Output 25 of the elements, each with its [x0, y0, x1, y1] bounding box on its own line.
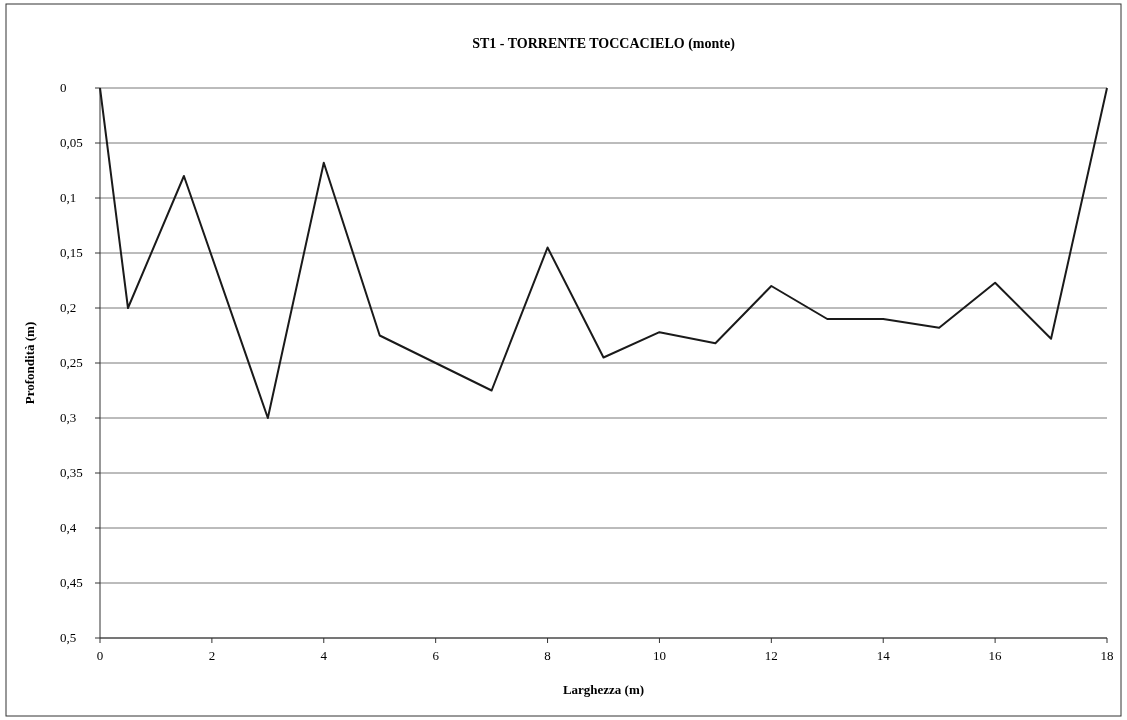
y-tick-label: 0,1	[60, 190, 77, 205]
x-tick-label: 0	[96, 648, 104, 663]
line-series	[99, 87, 1108, 419]
x-tick-label: 2	[208, 648, 216, 663]
x-tick-label: 10	[652, 648, 666, 663]
x-tick-label: 6	[432, 648, 440, 663]
y-tick-label: 0,5	[60, 630, 77, 645]
y-tick-label: 0,25	[60, 355, 83, 370]
x-tick-label: 14	[876, 648, 891, 663]
y-tick-label: 0,15	[60, 245, 83, 260]
y-axis-title: Profondità (m)	[22, 321, 37, 405]
x-tick-label: 16	[988, 648, 1003, 663]
y-tick-label: 0,35	[60, 465, 83, 480]
y-tick-label: 0,3	[60, 410, 77, 425]
x-tick-label: 4	[320, 648, 328, 663]
y-tick-label: 0,2	[60, 300, 77, 315]
x-tick-label: 18	[1100, 648, 1114, 663]
y-tick-label: 0,05	[60, 135, 83, 150]
y-tick-label: 0,4	[60, 520, 77, 535]
x-axis-title: Larghezza (m)	[562, 682, 645, 697]
x-tick-label: 8	[544, 648, 551, 663]
chart-title: ST1 - TORRENTE TOCCACIELO (monte)	[472, 36, 736, 52]
y-tick-label: 0	[60, 80, 67, 95]
y-tick-label: 0,45	[60, 575, 83, 590]
x-tick-label: 12	[764, 648, 778, 663]
